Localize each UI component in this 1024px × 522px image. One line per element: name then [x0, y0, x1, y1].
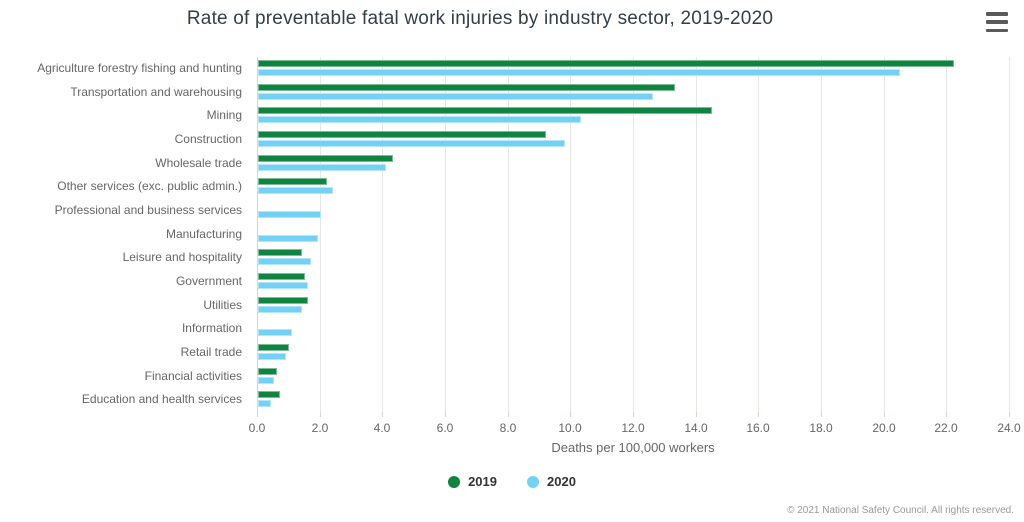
x-axis-tick-label: 22.0	[934, 421, 958, 435]
bar-2020[interactable]	[258, 140, 565, 147]
x-axis-tick	[257, 412, 258, 417]
bar-2019[interactable]	[258, 367, 277, 375]
gridline	[508, 57, 509, 412]
gridline	[696, 57, 697, 412]
x-axis-title: Deaths per 100,000 workers	[551, 440, 715, 455]
x-axis-tick-label: 16.0	[746, 421, 770, 435]
category-axis-labels: Agriculture forestry fishing and hunting…	[0, 57, 242, 412]
x-axis-tick	[508, 412, 509, 417]
x-axis-tick	[382, 412, 383, 417]
bar-2020[interactable]	[258, 211, 321, 218]
category-label: Government	[175, 274, 242, 288]
x-axis-tick-label: 6.0	[436, 421, 454, 435]
x-axis-tick	[1009, 412, 1010, 417]
category-label: Financial activities	[144, 368, 242, 383]
bar-2019[interactable]	[258, 273, 305, 280]
gridline	[320, 57, 321, 412]
gridline	[382, 57, 383, 412]
category-label: Manufacturing	[165, 226, 242, 241]
gridline	[445, 57, 446, 412]
hamburger-bar	[986, 20, 1008, 24]
hamburger-bar	[986, 12, 1008, 16]
category-label: Other services (exc. public admin.)	[57, 179, 242, 194]
legend-label: 2020	[547, 474, 576, 489]
bar-2020[interactable]	[258, 329, 292, 337]
bar-2019[interactable]	[258, 178, 327, 186]
chart-title: Rate of preventable fatal work injuries …	[186, 8, 774, 29]
gridline	[884, 57, 885, 412]
x-axis-tick	[821, 412, 822, 417]
y-axis-line	[257, 57, 258, 412]
bar-2019[interactable]	[258, 296, 308, 304]
x-axis-tick-label: 14.0	[684, 421, 708, 435]
hamburger-bar	[986, 28, 1008, 32]
category-label: Wholesale trade	[155, 155, 242, 170]
gridline	[821, 57, 822, 412]
x-axis-tick	[320, 412, 321, 417]
category-label: Mining	[206, 108, 242, 123]
gridline	[1009, 57, 1010, 412]
bar-2019[interactable]	[258, 131, 546, 138]
legend: 2019 2020	[0, 474, 1024, 489]
legend-item-2020[interactable]: 2020	[527, 474, 576, 489]
x-axis-tick	[445, 412, 446, 417]
x-axis-tick-label: 8.0	[499, 421, 517, 435]
bar-2020[interactable]	[258, 116, 581, 124]
x-axis-tick	[758, 412, 759, 417]
category-label: Retail trade	[180, 345, 242, 359]
gridline	[570, 57, 571, 412]
x-axis-tick-label: 24.0	[997, 421, 1021, 435]
category-label: Transportation and warehousing	[70, 84, 242, 99]
x-axis-tick-label: 10.0	[558, 421, 582, 435]
gridline	[946, 57, 947, 412]
bar-2019[interactable]	[258, 154, 393, 162]
x-axis-tick-label: 20.0	[872, 421, 896, 435]
x-axis-tick-label: 0.0	[248, 421, 266, 435]
x-axis-tick	[570, 412, 571, 417]
bar-2020[interactable]	[258, 258, 311, 266]
x-axis-tick	[946, 412, 947, 417]
x-axis-tick-label: 2.0	[311, 421, 329, 435]
gridline	[633, 57, 634, 412]
bar-2020[interactable]	[258, 282, 308, 289]
bar-2020[interactable]	[258, 92, 653, 100]
legend-marker-icon	[448, 475, 461, 488]
bar-2019[interactable]	[258, 344, 289, 351]
bar-2020[interactable]	[258, 163, 386, 171]
legend-marker-icon	[527, 475, 539, 488]
bar-2020[interactable]	[258, 69, 900, 76]
legend-item-2019[interactable]: 2019	[448, 474, 497, 489]
hamburger-icon[interactable]	[986, 11, 1008, 33]
legend-label: 2019	[468, 474, 497, 489]
x-axis-tick-label: 12.0	[621, 421, 645, 435]
bar-2020[interactable]	[258, 400, 271, 408]
bar-2019[interactable]	[258, 107, 712, 115]
bar-2020[interactable]	[258, 305, 302, 313]
bar-2019[interactable]	[258, 249, 302, 257]
x-axis-tick	[696, 412, 697, 417]
plot-area: 0.0 2.0 4.0 6.0 8.0 10.0 12.0 14.0 16.0 18.0 20.0 2…	[249, 57, 1021, 435]
bar-2020[interactable]	[258, 234, 318, 242]
bar-2020[interactable]	[258, 353, 286, 360]
x-axis-tick-label: 18.0	[809, 421, 833, 435]
bar-2020[interactable]	[258, 376, 274, 384]
category-label: Leisure and hospitality	[122, 250, 242, 265]
bar-2020[interactable]	[258, 187, 333, 195]
category-label: Education and health services	[81, 392, 242, 407]
bar-2019[interactable]	[258, 391, 280, 399]
category-label: Information	[181, 321, 242, 336]
category-label: Construction	[174, 132, 242, 146]
x-axis-tick	[633, 412, 634, 417]
category-label: Professional and business services	[54, 203, 242, 217]
category-label: Agriculture forestry fishing and hunting	[37, 61, 242, 75]
bar-2019[interactable]	[258, 60, 954, 67]
credits-text: © 2021 National Safety Council. All righ…	[787, 505, 1014, 516]
gridline	[758, 57, 759, 412]
bar-2019[interactable]	[258, 83, 675, 91]
x-axis-tick-label: 4.0	[373, 421, 391, 435]
x-axis-tick	[884, 412, 885, 417]
category-label: Utilities	[203, 297, 242, 312]
